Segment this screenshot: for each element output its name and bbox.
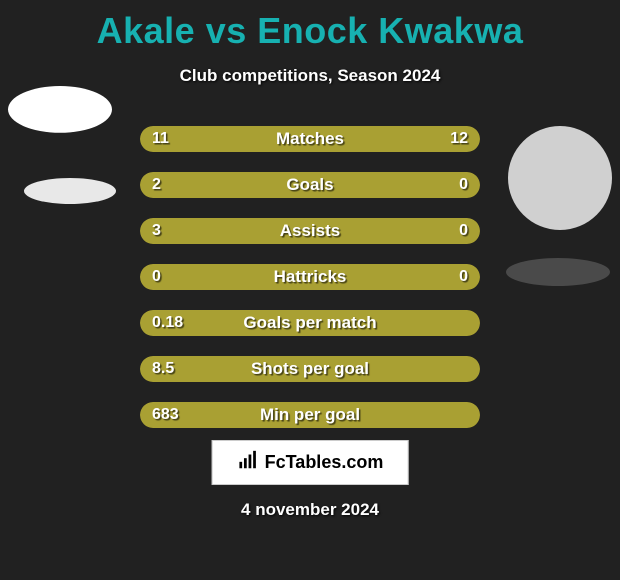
page-title: Akale vs Enock Kwakwa [0, 0, 620, 52]
stat-row: 0.18Goals per match [140, 310, 480, 336]
stat-label: Goals [140, 172, 480, 198]
date-label: 4 november 2024 [0, 500, 620, 520]
player-left-avatar [8, 86, 112, 133]
stat-label: Min per goal [140, 402, 480, 428]
player-right-avatar [508, 126, 612, 230]
branding-badge: FcTables.com [212, 440, 409, 485]
stat-row: 1112Matches [140, 126, 480, 152]
subtitle: Club competitions, Season 2024 [0, 66, 620, 86]
stats-container: 1112Matches 20Goals 30Assists 00Hattricks 0.… [140, 126, 480, 448]
stat-label: Assists [140, 218, 480, 244]
stat-label: Shots per goal [140, 356, 480, 382]
stat-row: 20Goals [140, 172, 480, 198]
branding-text: FcTables.com [265, 452, 384, 473]
chart-icon [237, 449, 259, 476]
stat-row: 30Assists [140, 218, 480, 244]
stat-row: 683Min per goal [140, 402, 480, 428]
stat-label: Matches [140, 126, 480, 152]
player-right-shadow [506, 258, 610, 286]
stat-label: Hattricks [140, 264, 480, 290]
stat-label: Goals per match [140, 310, 480, 336]
player-left-shadow [24, 178, 116, 204]
stat-row: 8.5Shots per goal [140, 356, 480, 382]
stat-row: 00Hattricks [140, 264, 480, 290]
